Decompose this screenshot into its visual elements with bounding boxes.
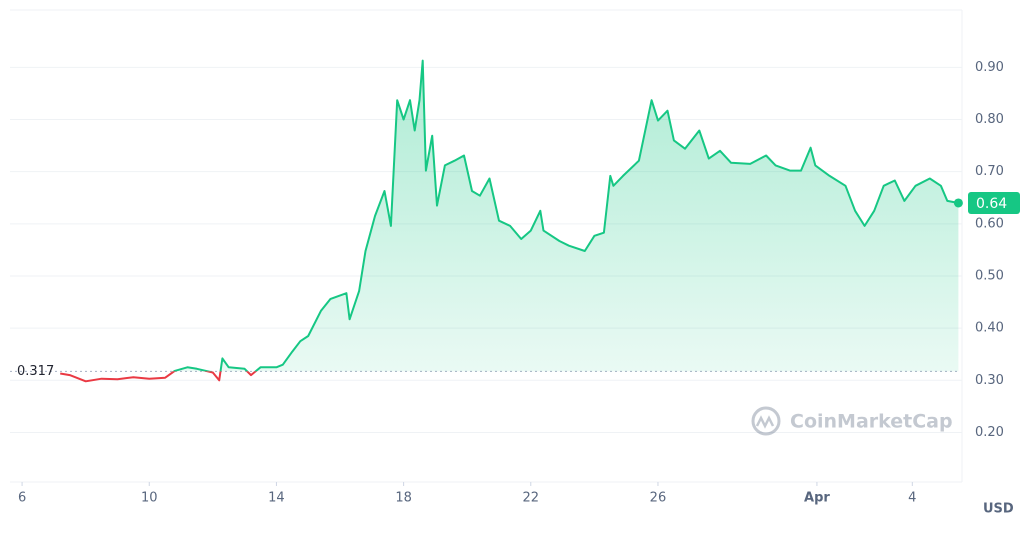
x-tick-label: 22 — [523, 491, 540, 506]
x-tick-label: 26 — [650, 491, 667, 506]
x-tick-label: 18 — [395, 491, 412, 506]
watermark: CoinMarketCap — [751, 406, 953, 436]
y-tick-label: 0.20 — [975, 425, 1004, 440]
x-tick-label: 4 — [908, 491, 916, 506]
y-tick-label: 0.30 — [975, 373, 1004, 388]
current-dot — [953, 198, 963, 208]
x-tick-label: Apr — [804, 491, 830, 506]
watermark-text: CoinMarketCap — [790, 411, 953, 433]
price-badge — [968, 191, 1020, 214]
price-area — [173, 60, 959, 372]
y-tick-label: 0.90 — [975, 60, 1004, 75]
x-tick-label: 10 — [141, 491, 158, 506]
x-tick-label: 14 — [268, 491, 285, 506]
y-tick-label: 0.50 — [975, 268, 1004, 283]
price-line-up — [172, 59, 959, 372]
price-badge-label: 0.64 — [976, 196, 1007, 212]
y-tick-label: 0.40 — [975, 321, 1004, 336]
reference-label: 0.317 — [17, 364, 54, 379]
y-tick-label: 0.80 — [975, 112, 1004, 127]
y-tick-label: 0.70 — [975, 164, 1004, 179]
unit-label: USD — [983, 502, 1014, 517]
y-tick-label: 0.60 — [975, 216, 1004, 231]
x-tick-label: 6 — [18, 491, 26, 506]
